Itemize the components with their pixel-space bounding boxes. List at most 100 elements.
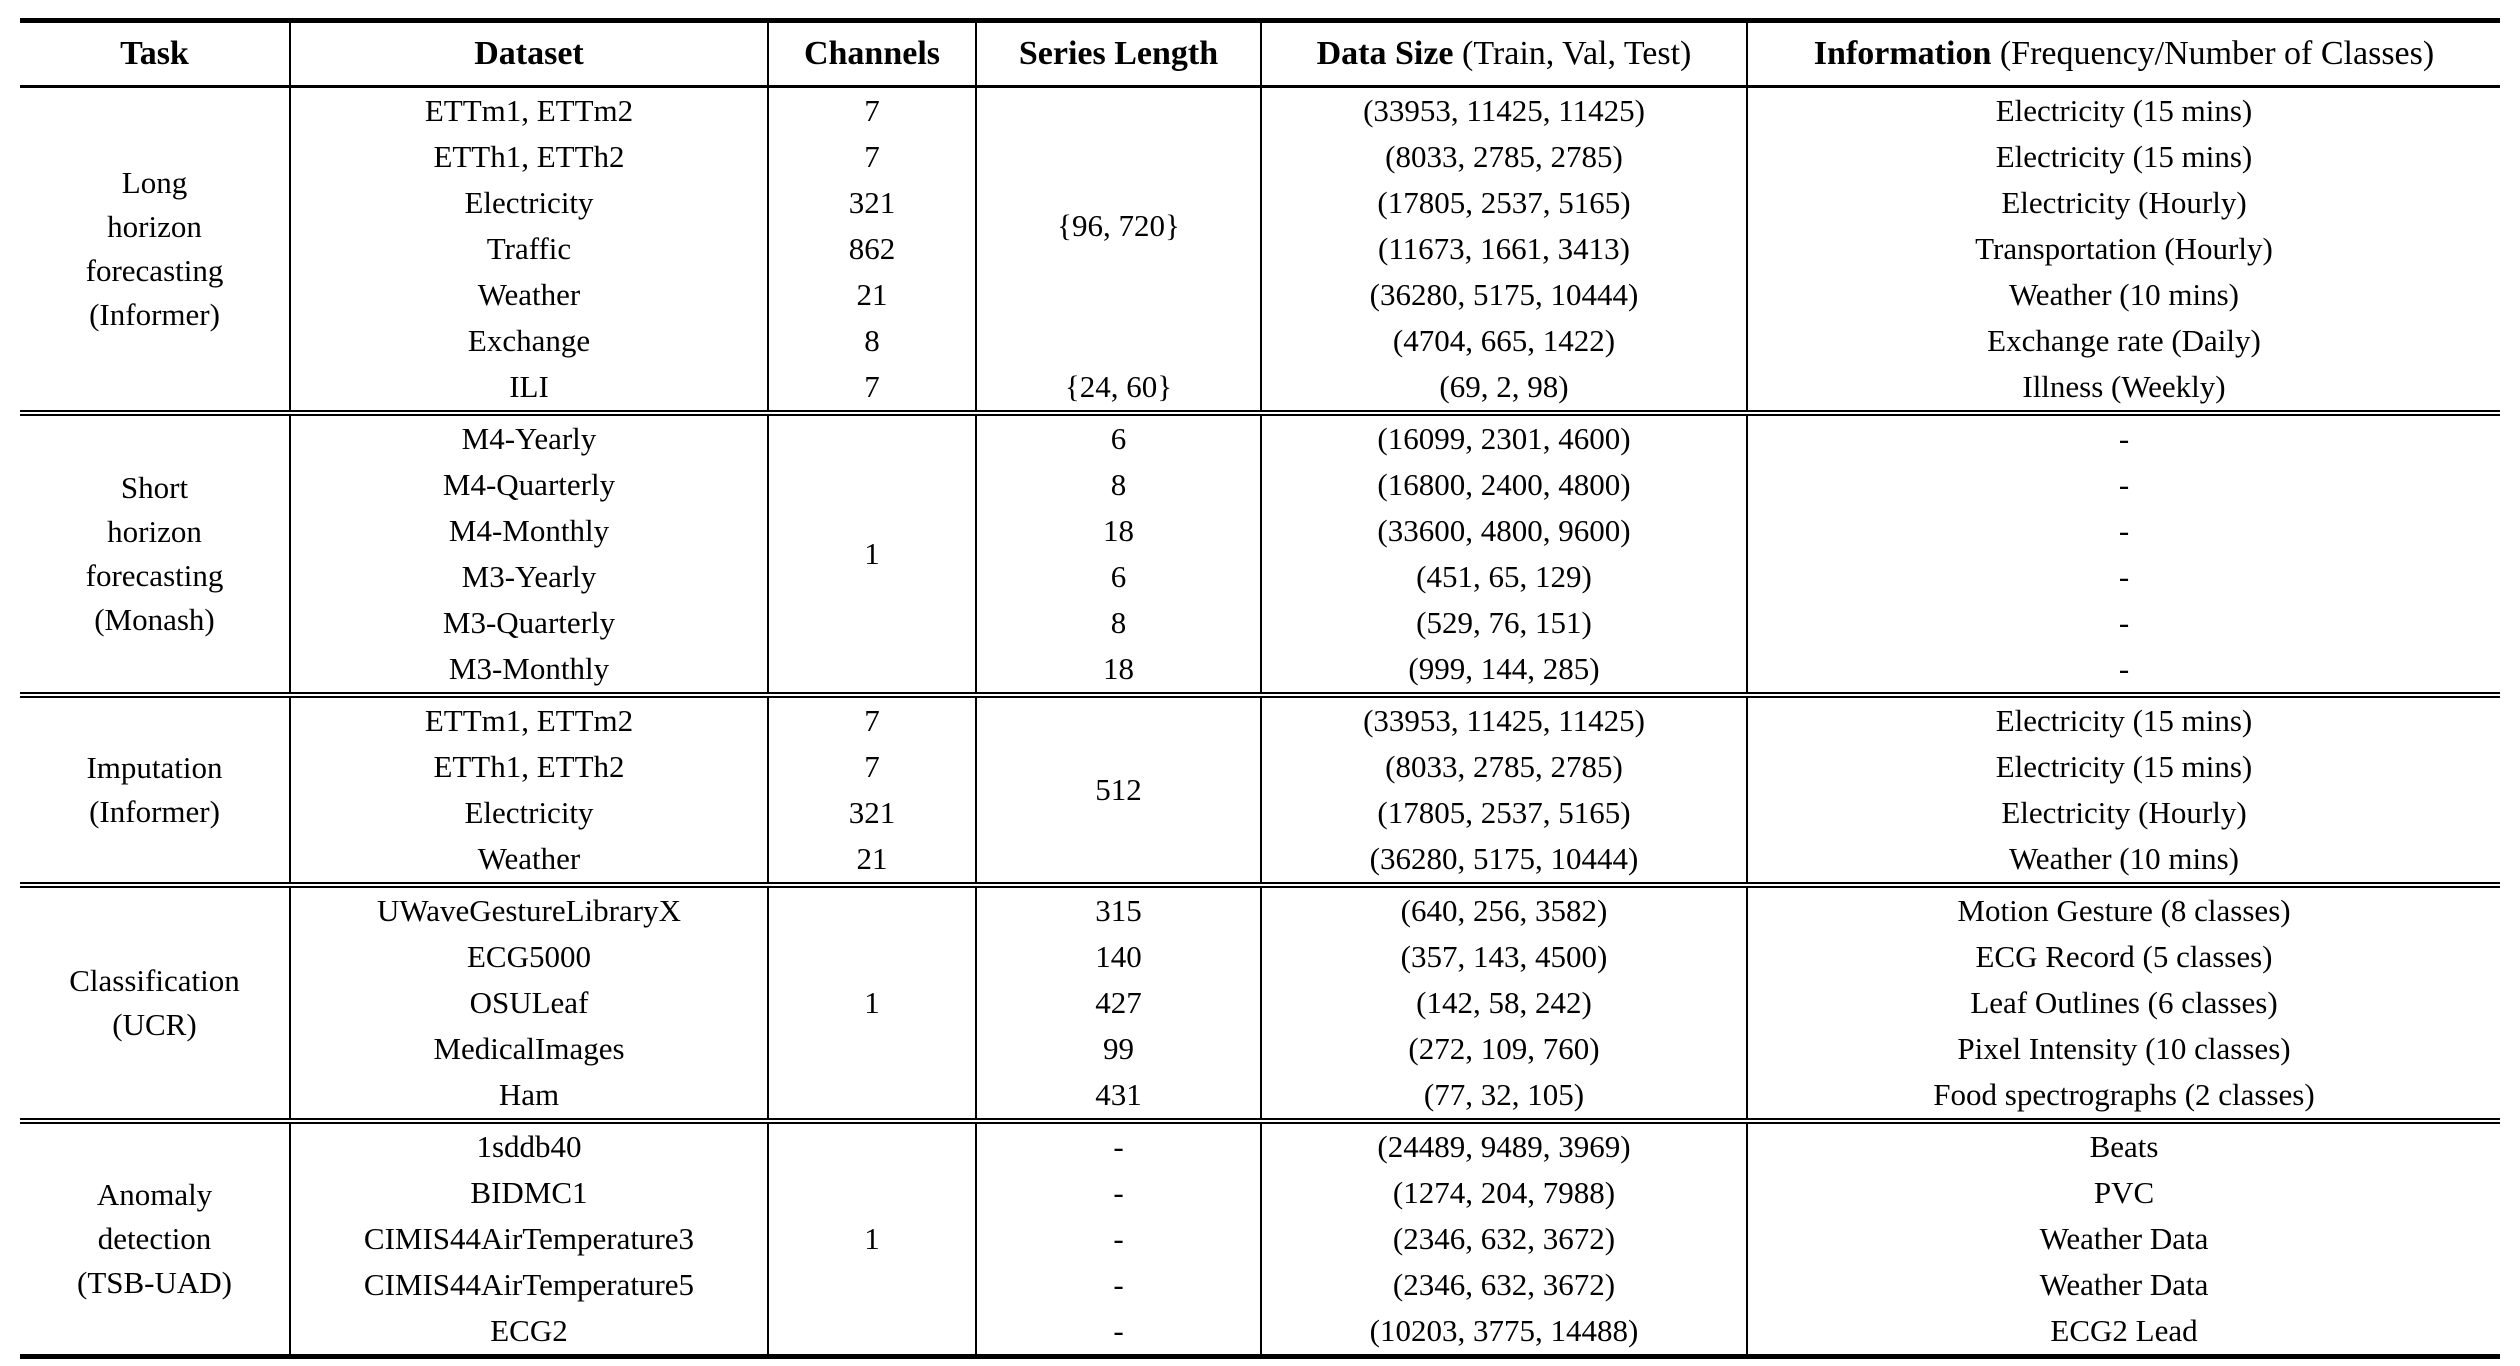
data-size-cell: (11673, 1661, 3413)	[1260, 226, 1747, 272]
table-body: Long horizon forecasting (Informer) ETTm1, E…	[20, 86, 2500, 1357]
series-length-cell: -	[975, 1262, 1261, 1308]
data-size-cell: (33953, 11425, 11425)	[1260, 692, 1747, 744]
data-size-cell: (357, 143, 4500)	[1260, 934, 1747, 980]
information-cell: Weather (10 mins)	[1746, 836, 2500, 885]
table-row: ETTh1, ETTh2 7 (8033, 2785, 2785) Electrici…	[20, 744, 2500, 790]
table-row: ILI 7 {24, 60} (69, 2, 98) Illness (Weekly)	[20, 364, 2500, 413]
channels-cell: 7	[767, 86, 976, 134]
task-label-line: horizon	[107, 513, 202, 549]
series-length-cell: {96, 720}	[975, 86, 1261, 364]
information-cell: Electricity (15 mins)	[1746, 134, 2500, 180]
dataset-cell: ETTm1, ETTm2	[289, 692, 768, 744]
table-row: M3-Monthly 18 (999, 144, 285) -	[20, 646, 2500, 695]
dataset-cell: M3-Quarterly	[289, 600, 768, 646]
data-size-cell: (8033, 2785, 2785)	[1260, 744, 1747, 790]
information-cell: Leaf Outlines (6 classes)	[1746, 980, 2500, 1026]
dataset-cell: Ham	[289, 1072, 768, 1121]
data-size-cell: (17805, 2537, 5165)	[1260, 790, 1747, 836]
series-length-cell: 18	[975, 508, 1261, 554]
table-row: Ham 431 (77, 32, 105) Food spectrographs (2…	[20, 1072, 2500, 1121]
table-row: OSULeaf 427 (142, 58, 242) Leaf Outlines (6…	[20, 980, 2500, 1026]
header-channels: Channels	[767, 20, 976, 88]
channels-cell: 321	[767, 790, 976, 836]
task-label-line: (Informer)	[89, 297, 220, 333]
information-cell: Transportation (Hourly)	[1746, 226, 2500, 272]
data-size-cell: (36280, 5175, 10444)	[1260, 836, 1747, 885]
table-row: Electricity 321 (17805, 2537, 5165) Electri…	[20, 180, 2500, 226]
information-cell: Illness (Weekly)	[1746, 364, 2500, 413]
data-size-cell: (640, 256, 3582)	[1260, 882, 1747, 934]
information-cell: Electricity (Hourly)	[1746, 790, 2500, 836]
channels-cell: 321	[767, 180, 976, 226]
table-row: Classification (UCR) UWaveGestureLibraryX 1…	[20, 882, 2500, 1121]
information-cell: Pixel Intensity (10 classes)	[1746, 1026, 2500, 1072]
information-cell: ECG2 Lead	[1746, 1308, 2500, 1357]
series-length-cell: 427	[975, 980, 1261, 1026]
header-series-length-label: Series Length	[1018, 35, 1219, 72]
series-length-cell: 8	[975, 462, 1261, 508]
series-length-cell: 6	[975, 554, 1261, 600]
dataset-cell: M3-Monthly	[289, 646, 768, 695]
dataset-cell: 1sddb40	[289, 1118, 768, 1170]
dataset-summary-table: Task Dataset Channels Series Length Data…	[20, 18, 2500, 1359]
table-row: Traffic 862 (11673, 1661, 3413) Transportat…	[20, 226, 2500, 272]
task-cell: Imputation (Informer)	[20, 692, 290, 885]
task-cell: Classification (UCR)	[20, 882, 290, 1121]
channels-cell: 1	[767, 1118, 976, 1357]
data-size-cell: (17805, 2537, 5165)	[1260, 180, 1747, 226]
header-information-label: Information	[1813, 35, 1992, 72]
task-label-line: (Monash)	[94, 602, 215, 638]
header-task: Task	[20, 20, 290, 88]
series-length-cell: -	[975, 1170, 1261, 1216]
information-cell: Electricity (15 mins)	[1746, 692, 2500, 744]
header-dataset: Dataset	[289, 20, 768, 88]
channels-cell: 1	[767, 410, 976, 695]
information-cell: Electricity (15 mins)	[1746, 744, 2500, 790]
task-label-line: forecasting	[85, 253, 224, 288]
task-label-line: Anomaly	[96, 1176, 213, 1212]
information-cell: Electricity (Hourly)	[1746, 180, 2500, 226]
dataset-cell: Exchange	[289, 318, 768, 364]
dataset-cell: ECG2	[289, 1308, 768, 1357]
dataset-cell: M4-Yearly	[289, 410, 768, 462]
series-length-cell: 18	[975, 646, 1261, 695]
data-size-cell: (2346, 632, 3672)	[1260, 1262, 1747, 1308]
task-label-line: detection	[97, 1220, 212, 1256]
dataset-cell: UWaveGestureLibraryX	[289, 882, 768, 934]
table-row: Anomaly detection (TSB-UAD) 1sddb40 1- (24489…	[20, 1118, 2500, 1357]
task-label-line: Classification	[69, 962, 240, 998]
series-length-cell: {24, 60}	[975, 364, 1261, 413]
header-row: Task Dataset Channels Series Length Data…	[20, 20, 2500, 88]
dataset-cell: M4-Quarterly	[289, 462, 768, 508]
channels-cell: 7	[767, 744, 976, 790]
dataset-cell: Weather	[289, 836, 768, 885]
dataset-cell: MedicalImages	[289, 1026, 768, 1072]
series-length-cell: 6	[975, 410, 1261, 462]
information-cell: Exchange rate (Daily)	[1746, 318, 2500, 364]
table-row: M3-Yearly 6 (451, 65, 129) -	[20, 554, 2500, 600]
data-size-cell: (24489, 9489, 3969)	[1260, 1118, 1747, 1170]
data-size-cell: (36280, 5175, 10444)	[1260, 272, 1747, 318]
series-length-cell: 8	[975, 600, 1261, 646]
data-size-cell: (16800, 2400, 4800)	[1260, 462, 1747, 508]
header-data-size: Data Size (Train, Val, Test)	[1260, 20, 1747, 88]
task-label-line: horizon	[107, 208, 202, 244]
table-row: ECG5000 140 (357, 143, 4500) ECG Record (5 …	[20, 934, 2500, 980]
data-size-cell: (4704, 665, 1422)	[1260, 318, 1747, 364]
table-row: Long horizon forecasting (Informer) ETTm1, E…	[20, 86, 2500, 364]
information-cell: ECG Record (5 classes)	[1746, 934, 2500, 980]
dataset-cell: ETTh1, ETTh2	[289, 744, 768, 790]
channels-cell: 7	[767, 364, 976, 413]
table-row: Electricity 321 (17805, 2537, 5165) Electri…	[20, 790, 2500, 836]
information-cell: Motion Gesture (8 classes)	[1746, 882, 2500, 934]
data-size-cell: (999, 144, 285)	[1260, 646, 1747, 695]
table-row: Weather 21 (36280, 5175, 10444) Weather (10…	[20, 836, 2500, 885]
dataset-cell: Electricity	[289, 180, 768, 226]
dataset-cell: ETTh1, ETTh2	[289, 134, 768, 180]
information-cell: -	[1746, 508, 2500, 554]
information-cell: -	[1746, 646, 2500, 695]
series-length-cell: 315	[975, 882, 1261, 934]
data-size-cell: (77, 32, 105)	[1260, 1072, 1747, 1121]
header-task-label: Task	[120, 35, 189, 72]
data-size-cell: (2346, 632, 3672)	[1260, 1216, 1747, 1262]
